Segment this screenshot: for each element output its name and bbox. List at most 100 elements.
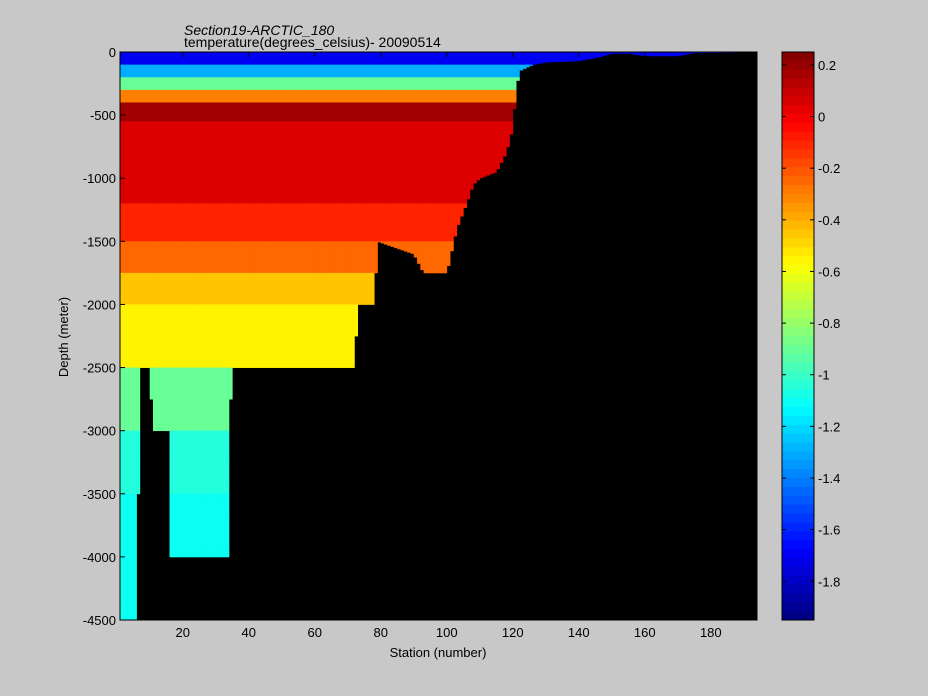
heatmap-cell	[324, 58, 329, 66]
heatmap-cell	[334, 184, 339, 192]
heatmap-cell	[248, 279, 253, 286]
heatmap-cell	[199, 209, 203, 217]
heatmap-cell	[120, 272, 124, 280]
heatmap-cell	[374, 64, 378, 72]
heatmap-cell	[245, 235, 250, 242]
heatmap-cell	[179, 102, 184, 110]
heatmap-cell	[205, 424, 210, 432]
heatmap-cell	[169, 342, 174, 350]
heatmap-cell	[186, 493, 190, 501]
heatmap-cell	[136, 411, 141, 419]
heatmap-cell	[304, 115, 309, 122]
heatmap-cell	[176, 418, 180, 425]
heatmap-cell	[172, 449, 177, 457]
heatmap-cell	[166, 392, 170, 400]
heatmap-cell	[387, 58, 392, 66]
heatmap-cell	[166, 77, 170, 84]
heatmap-cell	[133, 159, 137, 166]
heatmap-cell	[285, 247, 289, 255]
heatmap-cell	[298, 323, 302, 331]
heatmap-cell	[153, 329, 157, 337]
heatmap-cell	[176, 253, 180, 261]
heatmap-cell	[341, 235, 345, 242]
heatmap-cell	[344, 253, 349, 261]
heatmap-cell	[407, 146, 411, 154]
heatmap-cell	[261, 235, 266, 242]
heatmap-cell	[255, 323, 260, 331]
heatmap-cell	[298, 222, 302, 230]
heatmap-cell	[172, 399, 177, 406]
heatmap-cell	[410, 222, 415, 230]
heatmap-cell	[351, 317, 355, 324]
heatmap-cell	[261, 285, 266, 293]
heatmap-cell	[357, 184, 362, 192]
heatmap-cell	[222, 228, 227, 236]
heatmap-cell	[205, 455, 210, 463]
heatmap-cell	[179, 424, 184, 432]
heatmap-cell	[179, 140, 184, 148]
heatmap-cell	[238, 96, 243, 103]
heatmap-cell	[374, 171, 378, 179]
heatmap-cell	[341, 253, 345, 261]
heatmap-cell	[189, 140, 194, 148]
heatmap-cell	[222, 487, 227, 495]
heatmap-cell	[304, 159, 309, 166]
heatmap-cell	[285, 102, 289, 110]
heatmap-cell	[153, 222, 157, 230]
heatmap-cell	[397, 121, 401, 129]
heatmap-cell	[123, 474, 128, 482]
heatmap-cell	[159, 380, 164, 387]
heatmap-cell	[199, 367, 203, 375]
heatmap-cell	[354, 247, 359, 255]
heatmap-cell	[265, 342, 269, 350]
heatmap-cell	[143, 89, 147, 97]
heatmap-cell	[367, 58, 372, 66]
heatmap-cell	[205, 367, 210, 375]
heatmap-cell	[169, 241, 174, 249]
heatmap-cell	[182, 121, 187, 129]
heatmap-cell	[334, 336, 339, 343]
heatmap-cell	[255, 159, 260, 166]
heatmap-cell	[143, 102, 147, 110]
heatmap-cell	[354, 203, 359, 211]
heatmap-cell	[324, 291, 329, 299]
heatmap-cell	[225, 474, 230, 482]
heatmap-cell	[156, 58, 161, 66]
heatmap-cell	[169, 405, 174, 413]
heatmap-cell	[156, 380, 161, 387]
heatmap-cell	[318, 253, 322, 261]
heatmap-cell	[321, 228, 326, 236]
heatmap-cell	[209, 481, 213, 488]
heatmap-cell	[129, 266, 134, 274]
heatmap-cell	[225, 203, 230, 211]
heatmap-cell	[331, 348, 335, 356]
heatmap-cell	[199, 285, 203, 293]
heatmap-cell	[261, 279, 266, 286]
heatmap-cell	[374, 146, 378, 154]
heatmap-cell	[314, 165, 319, 173]
heatmap-cell	[225, 487, 230, 495]
heatmap-cell	[374, 108, 378, 116]
heatmap-cell	[199, 506, 203, 514]
heatmap-cell	[285, 253, 289, 261]
heatmap-cell	[334, 342, 339, 350]
heatmap-cell	[222, 159, 227, 166]
heatmap-cell	[215, 291, 220, 299]
heatmap-cell	[172, 241, 177, 249]
heatmap-cell	[123, 77, 128, 84]
heatmap-cell	[281, 228, 286, 236]
heatmap-cell	[209, 70, 213, 78]
heatmap-cell	[301, 304, 306, 312]
heatmap-cell	[215, 500, 220, 507]
heatmap-cell	[123, 348, 128, 356]
heatmap-cell	[176, 279, 180, 286]
heatmap-cell	[238, 140, 243, 148]
heatmap-cell	[285, 235, 289, 242]
heatmap-cell	[219, 336, 223, 343]
heatmap-cell	[341, 96, 345, 103]
heatmap-cell	[235, 203, 240, 211]
heatmap-cell	[258, 134, 263, 141]
heatmap-cell	[179, 380, 184, 387]
heatmap-cell	[195, 115, 200, 122]
heatmap-cell	[403, 70, 408, 78]
